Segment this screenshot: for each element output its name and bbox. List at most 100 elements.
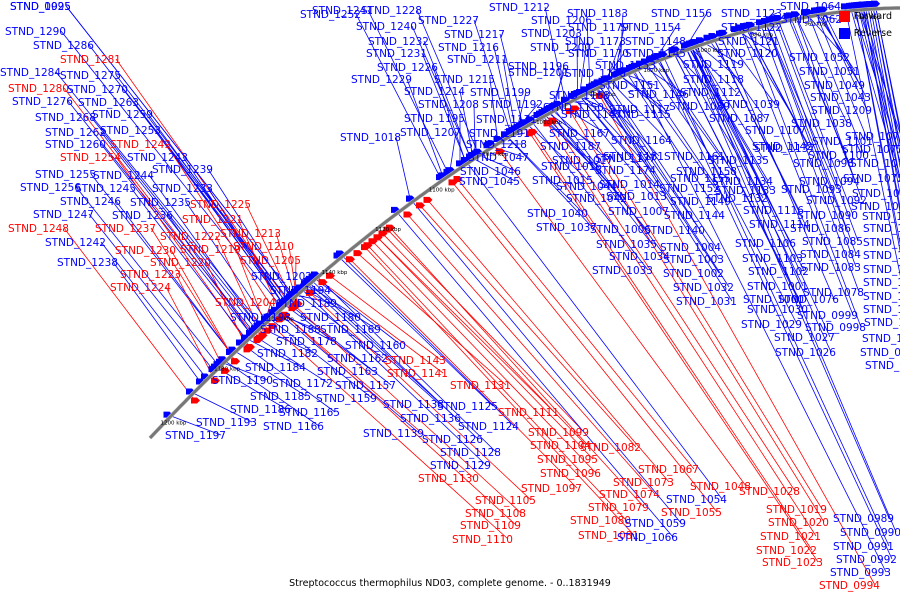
- gene-label: STND_0993: [830, 567, 891, 579]
- gene-arrow: [841, 3, 850, 10]
- gene-label: STND_1063: [863, 237, 900, 249]
- leader-line: [294, 305, 522, 514]
- leader-line: [75, 186, 218, 365]
- leader-line: [759, 22, 860, 293]
- gene-label: STND_1286: [33, 40, 94, 52]
- gene-label: STND_1079: [588, 502, 649, 514]
- leader-line: [406, 78, 443, 176]
- gene-label: STND_1069: [851, 201, 900, 213]
- gene-label: STND_1281: [60, 54, 121, 66]
- leader-line: [794, 14, 848, 124]
- gene-label: STND_1084: [800, 249, 861, 261]
- gene-label: STND_1197: [165, 430, 226, 442]
- gene-label: STND_1216: [438, 42, 499, 54]
- gene-label: STND_1043: [810, 92, 871, 104]
- leader-line: [629, 67, 716, 189]
- leader-line: [819, 9, 868, 111]
- tick-label: 960 kbp: [804, 21, 827, 27]
- gene-label: STND_1211: [447, 54, 508, 66]
- gene-arrow: [653, 53, 663, 60]
- gene-label: STND_1162: [327, 353, 388, 365]
- tick-label: 980 kbp: [751, 33, 774, 39]
- gene-arrow: [851, 2, 860, 9]
- gene-arrow: [566, 108, 575, 115]
- gene-label: STND_1022: [756, 545, 817, 557]
- gene-label: STND_1263: [78, 97, 139, 109]
- gene-arrow: [306, 289, 315, 296]
- gene-arrow: [256, 334, 265, 341]
- gene-label: STND_1083: [800, 262, 861, 274]
- gene-label: STND_1093: [781, 184, 842, 196]
- leader-line: [844, 6, 900, 277]
- gene-label: STND_1138: [383, 399, 444, 411]
- leader-line: [624, 69, 721, 216]
- gene-label: STND_1053: [864, 317, 900, 329]
- leader-line: [267, 316, 373, 399]
- leader-line: [382, 233, 587, 446]
- leader-line: [552, 71, 565, 107]
- leader-line: [867, 4, 900, 182]
- gene-label: STND_1181: [603, 151, 664, 163]
- genome-backbone: [148, 6, 900, 440]
- gene-label: STND_1164: [611, 135, 672, 147]
- leader-line: [309, 278, 479, 440]
- gene-label: STND_1191: [469, 128, 530, 140]
- leader-line: [789, 15, 856, 182]
- gene-arrow: [361, 244, 370, 251]
- gene-label: STND_1075: [850, 158, 900, 170]
- gene-label: STND_1201: [508, 67, 569, 79]
- gene-label: STND_1275: [60, 70, 121, 82]
- leader-line: [607, 40, 622, 79]
- gene-label: STND_0996: [865, 360, 900, 372]
- leader-line: [707, 37, 766, 119]
- gene-label: STND_1048: [690, 481, 751, 493]
- tick-label: 1060 kbp: [536, 120, 562, 126]
- gene-label: STND_1156: [651, 8, 712, 20]
- gene-label: STND_1171: [476, 114, 537, 126]
- leader-line: [419, 205, 637, 448]
- leader-line: [712, 35, 806, 225]
- gene-label: STND_1255: [35, 169, 96, 181]
- gene-label: STND_1198: [230, 312, 291, 324]
- leader-line: [662, 54, 890, 547]
- leader-line: [744, 26, 811, 149]
- leader-line: [452, 182, 718, 513]
- leader-line: [604, 52, 625, 80]
- leader-line: [155, 129, 283, 304]
- gene-label: STND_1097: [521, 483, 582, 495]
- gene-label: STND_1248: [8, 223, 69, 235]
- gene-label: STND_1180: [300, 312, 361, 324]
- gene-label: STND_1114: [749, 219, 810, 231]
- gene-label: STND_1116: [743, 205, 804, 217]
- gene-label: STND_1229: [351, 74, 412, 86]
- tick-label: 1140 kbp: [321, 270, 347, 276]
- gene-label: STND_1253: [100, 125, 161, 137]
- leader-line: [421, 52, 466, 161]
- leader-line: [614, 26, 625, 75]
- leader-line: [90, 173, 231, 353]
- gene-label: STND_1031: [676, 296, 737, 308]
- gene-label: STND_0997: [860, 347, 900, 359]
- leader-line: [423, 40, 471, 157]
- gene-label: STND_1128: [440, 447, 501, 459]
- leader-line: [552, 120, 796, 492]
- gene-label: STND_1047: [468, 152, 529, 164]
- leader-line: [207, 187, 283, 304]
- gene-label: STND_1092: [806, 195, 867, 207]
- tick-label: 1080 kbp: [482, 152, 508, 158]
- gene-label: STND_1095: [537, 454, 598, 466]
- gene-label: STND_1040: [527, 208, 588, 220]
- gene-arrow: [243, 346, 253, 353]
- tick-label: 1200 kbp: [161, 420, 187, 426]
- gene-label: STND_1045: [459, 176, 520, 188]
- gene-label: STND_1132: [707, 193, 768, 205]
- leader-line: [88, 213, 213, 370]
- gene-label: STND_0998: [805, 322, 866, 334]
- gene-label: STND_1078: [803, 287, 864, 299]
- gene-label: STND_1160: [345, 340, 406, 352]
- leader-line: [473, 103, 476, 154]
- gene-label: STND_1223: [120, 269, 181, 281]
- leader-line: [499, 33, 523, 124]
